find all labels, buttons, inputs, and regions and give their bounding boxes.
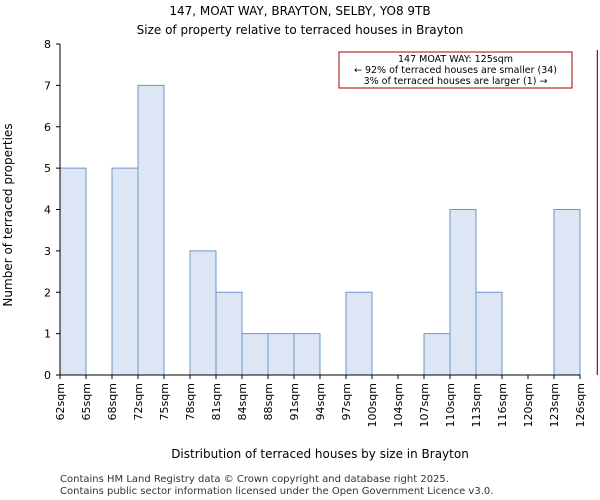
annotation-line-3: 3% of terraced houses are larger (1) → <box>364 76 548 87</box>
y-tick-label-4: 4 <box>44 204 51 217</box>
bar-78sqm <box>189 250 217 376</box>
x-tick-label-65sqm: 65sqm <box>80 383 93 420</box>
bar-107sqm <box>423 333 451 376</box>
bar-84sqm <box>241 333 269 376</box>
bar-72sqm <box>137 84 165 376</box>
bar-123sqm <box>553 209 581 376</box>
x-tick-label-97sqm: 97sqm <box>340 383 353 420</box>
annotation-line-1: 147 MOAT WAY: 125sqm <box>398 54 513 65</box>
y-tick-label-6: 6 <box>44 121 51 134</box>
x-tick-label-104sqm: 104sqm <box>392 383 405 427</box>
x-tick-label-91sqm: 91sqm <box>288 383 301 420</box>
y-tick-label-0: 0 <box>44 369 51 382</box>
x-tick-label-88sqm: 88sqm <box>262 383 275 420</box>
x-tick-label-94sqm: 94sqm <box>314 383 327 420</box>
bar-97sqm <box>345 291 373 376</box>
bar-113sqm <box>475 291 503 376</box>
x-tick-label-100sqm: 100sqm <box>366 383 379 427</box>
x-tick-label-72sqm: 72sqm <box>132 383 145 420</box>
bar-88sqm <box>267 333 295 376</box>
bar-68sqm <box>111 167 139 376</box>
bar-81sqm <box>215 291 243 376</box>
x-tick-label-107sqm: 107sqm <box>418 383 431 427</box>
x-tick-label-62sqm: 62sqm <box>54 383 67 420</box>
x-tick-label-126sqm: 126sqm <box>574 383 587 427</box>
x-tick-label-116sqm: 116sqm <box>496 383 509 427</box>
annotation-box <box>338 51 573 89</box>
y-tick-label-2: 2 <box>44 286 51 299</box>
y-tick-label-3: 3 <box>44 245 51 258</box>
annotation-line-2: ← 92% of terraced houses are smaller (34… <box>354 65 557 76</box>
x-tick-label-78sqm: 78sqm <box>184 383 197 420</box>
y-tick-label-8: 8 <box>44 38 51 51</box>
footer-line-1: Contains HM Land Registry data © Crown c… <box>60 474 449 485</box>
x-tick-label-120sqm: 120sqm <box>522 383 535 427</box>
x-tick-label-81sqm: 81sqm <box>210 383 223 420</box>
x-tick-label-110sqm: 110sqm <box>444 383 457 427</box>
x-tick-label-75sqm: 75sqm <box>158 383 171 420</box>
bar-91sqm <box>293 333 321 376</box>
chart-title: 147, MOAT WAY, BRAYTON, SELBY, YO8 9TB <box>169 4 430 18</box>
y-tick-label-1: 1 <box>44 328 51 341</box>
chart-subtitle: Size of property relative to terraced ho… <box>137 23 464 37</box>
bar-110sqm <box>449 209 477 376</box>
x-tick-label-113sqm: 113sqm <box>470 383 483 427</box>
x-tick-label-123sqm: 123sqm <box>548 383 561 427</box>
plot-area: 0 1 2 3 4 5 6 7 8 62sqm 65sqm 68sqm 72sqm 75sqm 78sqm 8… <box>44 38 598 427</box>
y-axis-label: Number of terraced properties <box>1 123 15 306</box>
y-tick-label-5: 5 <box>44 162 51 175</box>
bar-62sqm <box>59 167 87 376</box>
y-tick-label-7: 7 <box>44 79 51 92</box>
x-tick-label-68sqm: 68sqm <box>106 383 119 420</box>
footer-line-2: Contains public sector information licen… <box>60 486 493 497</box>
x-tick-label-84sqm: 84sqm <box>236 383 249 420</box>
x-axis-label: Distribution of terraced houses by size … <box>171 447 469 461</box>
